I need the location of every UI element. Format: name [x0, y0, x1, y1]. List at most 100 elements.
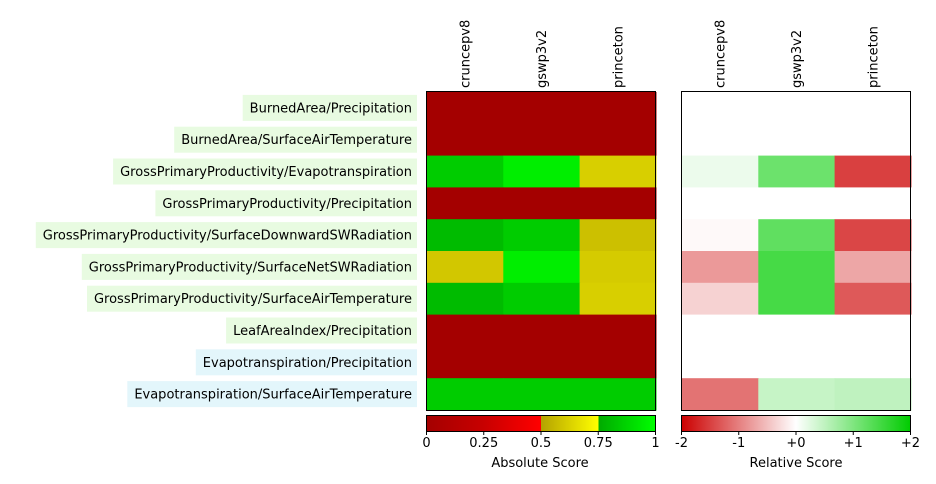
absolute-cell — [427, 282, 504, 316]
row-labels: BurnedArea/Precipitation BurnedArea/Surfa… — [35, 94, 418, 408]
absolute-cell — [579, 314, 657, 347]
absolute-colorbar-label: Absolute Score — [491, 456, 588, 471]
absolute-column-header: princeton — [611, 26, 626, 88]
relative-colorbar: -2 -1 +0 +1 +2 Relative Score — [675, 415, 920, 471]
absolute-cell — [503, 346, 581, 379]
row-label: GrossPrimaryProductivity/SurfaceNetSWRad… — [89, 260, 412, 275]
relative-cell — [834, 155, 912, 188]
absolute-cell — [579, 346, 657, 379]
absolute-colorbar-gradient — [426, 415, 656, 432]
row-label: Evapotranspiration/Precipitation — [203, 356, 412, 371]
row-label: BurnedArea/Precipitation — [250, 101, 412, 116]
row-label: LeafAreaIndex/Precipitation — [233, 324, 412, 339]
absolute-colorbar-tick-label: 0.5 — [531, 436, 552, 451]
relative-column-headers: cruncepv8 gswp3v2 princeton — [714, 20, 882, 88]
relative-colorbar-ticks: -2 -1 +0 +1 +2 — [675, 431, 920, 451]
absolute-cell — [579, 92, 657, 125]
relative-cell — [758, 219, 836, 252]
relative-cell — [758, 123, 836, 157]
relative-cell — [834, 92, 912, 125]
absolute-colorbar-ticks: 0 0.25 0.5 0.75 1 — [422, 431, 660, 451]
absolute-cell — [427, 187, 504, 220]
relative-cell — [758, 346, 836, 379]
relative-cell — [834, 251, 912, 284]
row-label: GrossPrimaryProductivity/SurfaceAirTempe… — [94, 292, 412, 307]
absolute-cell — [503, 123, 581, 157]
relative-cell — [834, 346, 912, 379]
absolute-colorbar-tick-label: 0.75 — [584, 436, 613, 451]
relative-cell — [758, 378, 836, 411]
absolute-colorbar-tick-label: 0.25 — [469, 436, 498, 451]
absolute-cell — [427, 92, 504, 125]
relative-cell — [682, 346, 759, 379]
absolute-cell — [503, 219, 581, 252]
relative-cell — [758, 92, 836, 125]
row-label-background — [35, 222, 418, 249]
row-label-background — [195, 349, 417, 376]
absolute-cell — [579, 155, 657, 188]
absolute-cell — [579, 378, 657, 411]
relative-cell — [834, 282, 912, 316]
relative-cell — [682, 251, 759, 284]
relative-colorbar-tick-label: +0 — [786, 436, 805, 451]
row-label-background — [226, 317, 417, 344]
relative-cell — [682, 187, 759, 220]
row-label-background — [87, 285, 417, 312]
absolute-colorbar-tick-label: 0 — [422, 436, 430, 451]
relative-cell — [682, 155, 759, 188]
relative-cells — [682, 92, 912, 411]
relative-colorbar-tick-label: -1 — [732, 436, 745, 451]
absolute-cell — [503, 155, 581, 188]
absolute-cell — [427, 314, 504, 347]
relative-heatmap-frame — [681, 91, 911, 411]
relative-score-heatmap: cruncepv8 gswp3v2 princeton — [681, 20, 912, 411]
row-label: GrossPrimaryProductivity/Evapotranspirat… — [120, 165, 412, 180]
relative-cell — [758, 187, 836, 220]
absolute-score-heatmap: cruncepv8 gswp3v2 princeton — [426, 20, 657, 411]
relative-cell — [682, 282, 759, 316]
absolute-column-header: cruncepv8 — [459, 20, 474, 88]
absolute-column-headers: cruncepv8 gswp3v2 princeton — [459, 20, 627, 88]
row-label: GrossPrimaryProductivity/SurfaceDownward… — [43, 229, 412, 244]
relative-cell — [758, 282, 836, 316]
absolute-cell — [579, 219, 657, 252]
row-label: BurnedArea/SurfaceAirTemperature — [181, 133, 412, 148]
absolute-colorbar: 0 0.25 0.5 0.75 1 Absolute Score — [422, 415, 660, 471]
row-label-background — [81, 253, 418, 280]
absolute-colorbar-tick-label: 1 — [651, 436, 659, 451]
relative-colorbar-tick-label: +1 — [844, 436, 863, 451]
relative-cell — [834, 123, 912, 157]
absolute-cell — [427, 219, 504, 252]
absolute-cell — [579, 123, 657, 157]
relative-cell — [682, 219, 759, 252]
relative-column-header: princeton — [866, 26, 881, 88]
absolute-cell — [503, 92, 581, 125]
relative-cell — [682, 92, 759, 125]
absolute-column-header: gswp3v2 — [535, 30, 550, 88]
absolute-cell — [427, 346, 504, 379]
relative-cell — [682, 123, 759, 157]
relative-cell — [758, 251, 836, 284]
absolute-cell — [427, 378, 504, 411]
relative-cell — [834, 187, 912, 220]
relative-colorbar-gradient — [681, 415, 911, 432]
relative-cell — [834, 314, 912, 347]
relative-cell — [834, 219, 912, 252]
relative-cell — [834, 378, 912, 411]
row-label-background — [242, 94, 417, 121]
relative-colorbar-tick-label: +2 — [901, 436, 920, 451]
row-label: Evapotranspiration/SurfaceAirTemperature — [134, 388, 412, 403]
absolute-cell — [427, 123, 504, 157]
absolute-cell — [579, 251, 657, 284]
row-label: GrossPrimaryProductivity/Precipitation — [162, 197, 412, 212]
relative-colorbar-label: Relative Score — [750, 456, 843, 471]
row-label-background — [127, 381, 418, 408]
relative-cell — [758, 155, 836, 188]
absolute-cell — [503, 251, 581, 284]
absolute-cell — [579, 187, 657, 220]
absolute-cell — [503, 378, 581, 411]
absolute-cells — [427, 92, 657, 411]
absolute-cell — [427, 251, 504, 284]
absolute-cell — [579, 282, 657, 316]
